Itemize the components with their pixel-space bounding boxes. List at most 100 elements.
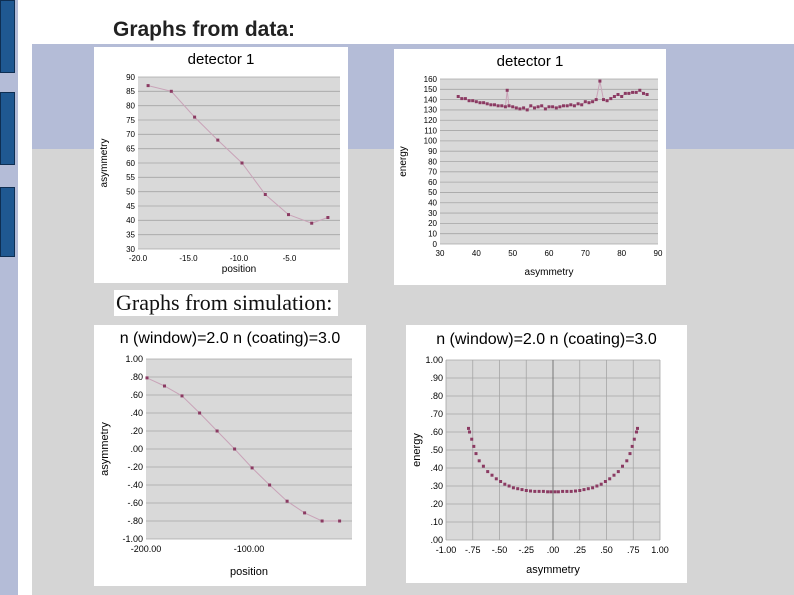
data-point (533, 489, 537, 493)
slide-heading: Graphs from data: (113, 18, 296, 41)
y-tick-label: 10 (428, 229, 437, 238)
data-point (482, 101, 486, 105)
y-tick-label: 160 (424, 75, 438, 84)
left-margin-band (18, 0, 32, 595)
x-tick-label: 90 (654, 249, 663, 258)
data-point (609, 97, 613, 101)
data-point (503, 482, 507, 486)
data-point (580, 103, 584, 107)
data-point (529, 489, 532, 493)
y-tick-label: 120 (424, 116, 438, 125)
y-tick-label: .20 (130, 426, 143, 436)
data-point (310, 221, 314, 225)
data-point (518, 107, 522, 111)
data-point (536, 105, 540, 109)
y-tick-label: 50 (428, 188, 437, 197)
data-point (496, 104, 500, 108)
chart-svg: 0102030405060708090100110120130140150160… (398, 75, 663, 278)
data-point (467, 99, 471, 103)
y-tick-label: -.40 (127, 480, 143, 490)
data-point (623, 91, 627, 95)
x-tick-label: -100.00 (234, 544, 265, 554)
data-point (537, 489, 541, 493)
y-tick-label: .90 (430, 373, 443, 383)
x-tick-label: 50 (508, 249, 517, 258)
y-tick-label: 150 (424, 85, 438, 94)
y-tick-label: 1.00 (125, 354, 143, 364)
data-point (553, 490, 557, 494)
data-point (598, 79, 602, 83)
data-point (554, 106, 558, 110)
data-point (565, 489, 569, 493)
series-line (146, 377, 340, 522)
y-tick-label: 50 (126, 187, 135, 196)
chart-detector-position-asymmetry: detector 1 30 35 40 45 50 55 60 65 70 75 80 85 90 -20… (94, 47, 348, 283)
chart-title: n (window)=2.0 n (coating)=3.0 (119, 330, 341, 347)
data-point (574, 489, 577, 493)
data-point (631, 90, 635, 94)
data-point (625, 459, 629, 463)
data-point (591, 100, 595, 104)
data-point (549, 490, 553, 494)
y-tick-label: 70 (126, 130, 135, 139)
x-tick-label: 40 (472, 249, 481, 258)
data-point (565, 104, 569, 108)
y-tick-label: 90 (428, 147, 437, 156)
data-point (583, 100, 587, 104)
x-tick-label: 80 (617, 249, 626, 258)
y-tick-label: 35 (126, 230, 135, 239)
data-point (470, 437, 474, 441)
data-point (456, 95, 460, 98)
chart-svg: .00.10.20.30.40.50.60.70.80.901.00-1.00-… (411, 355, 669, 576)
data-point (635, 430, 638, 434)
y-tick-label: -.60 (127, 498, 143, 508)
y-tick-label: 30 (428, 209, 437, 218)
data-point (634, 90, 638, 94)
y-axis-label: energy (398, 146, 409, 177)
data-point (603, 480, 607, 483)
data-point (627, 91, 631, 95)
y-tick-label: .40 (130, 408, 143, 418)
data-point (543, 107, 547, 111)
data-point (533, 106, 536, 110)
y-tick-label: 90 (126, 73, 135, 82)
data-point (561, 489, 565, 493)
data-point (522, 106, 526, 110)
data-point (605, 99, 609, 103)
data-point (620, 95, 624, 98)
data-point (511, 105, 515, 109)
data-point (529, 104, 533, 108)
data-point (540, 104, 544, 108)
data-point (507, 104, 511, 108)
data-point (499, 480, 503, 483)
data-point (486, 470, 490, 474)
data-point (612, 95, 616, 98)
data-point (514, 106, 518, 110)
data-point (287, 213, 290, 217)
data-point (494, 477, 498, 481)
x-tick-label: -10.0 (230, 254, 249, 263)
y-tick-label: 40 (428, 199, 437, 208)
section-heading: Graphs from simulation: (114, 290, 339, 316)
data-point (558, 105, 562, 109)
y-axis-label: asymmetry (99, 139, 110, 188)
y-tick-label: .40 (430, 463, 443, 473)
x-axis-label: position (230, 566, 268, 578)
data-point (493, 103, 496, 107)
data-point (193, 115, 197, 119)
data-point (285, 499, 289, 503)
data-point (595, 484, 599, 488)
data-point (586, 487, 590, 491)
y-tick-label: 85 (126, 87, 135, 96)
accent-bar-2 (0, 92, 15, 165)
x-tick-label: 1.00 (651, 545, 669, 555)
data-point (621, 464, 624, 468)
y-tick-label: .50 (430, 445, 443, 455)
chart-detector-asymmetry-energy: detector 1 0 10 20 30 40 50 60 70 80 90 100 110 120 1… (394, 49, 666, 285)
accent-bar-1 (0, 0, 15, 73)
data-point (500, 104, 504, 108)
data-point (320, 519, 324, 523)
y-tick-label: 20 (428, 219, 437, 228)
data-point (630, 444, 634, 448)
data-point (198, 411, 202, 415)
